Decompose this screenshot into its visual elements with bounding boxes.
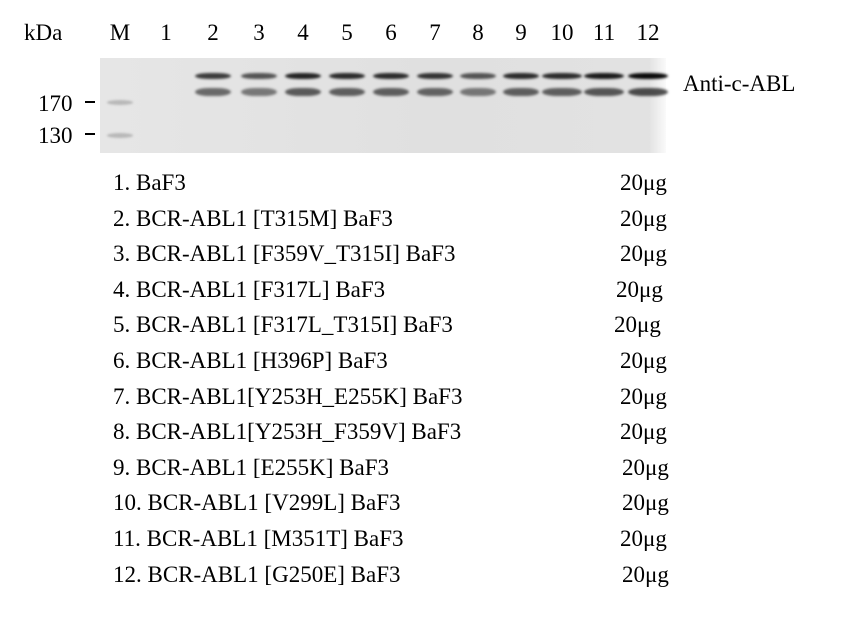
protein-band — [503, 88, 539, 96]
kda-label: kDa — [24, 20, 63, 45]
lane-label: 7 — [429, 20, 441, 45]
protein-band — [542, 88, 582, 96]
sample-amount: 20μg — [622, 490, 669, 516]
sample-amount: 20μg — [616, 276, 663, 302]
sample-amount: 20μg — [620, 383, 667, 409]
lane-label: 2 — [207, 20, 219, 45]
protein-band — [417, 73, 453, 79]
marker-170-label: 170 — [38, 91, 73, 116]
protein-band — [460, 73, 496, 79]
protein-band — [285, 73, 321, 79]
marker-band — [107, 133, 133, 138]
protein-band — [373, 73, 409, 79]
marker-130-tick — [85, 133, 95, 135]
lane-label: 9 — [515, 20, 527, 45]
sample-amount: 20μg — [620, 170, 667, 195]
sample-name: 11. BCR-ABL1 [M351T] BaF3 — [113, 526, 404, 551]
protein-band — [542, 73, 582, 79]
sample-amount: 20μg — [614, 312, 661, 338]
sample-name: 6. BCR-ABL1 [H396P] BaF3 — [113, 348, 388, 373]
protein-band — [329, 73, 365, 79]
marker-band — [107, 100, 133, 105]
sample-name: 4. BCR-ABL1 [F317L] BaF3 — [113, 276, 386, 302]
lane-label: M — [109, 20, 131, 45]
lane-label: 3 — [253, 20, 265, 45]
sample-name: 2. BCR-ABL1 [T315M] BaF3 — [113, 205, 393, 231]
antibody-label: Anti-c-ABL — [683, 71, 796, 96]
lane-label: 12 — [636, 20, 660, 45]
lane-label: 10 — [550, 20, 574, 45]
protein-band — [285, 88, 321, 96]
protein-band — [195, 88, 231, 96]
blot-image — [100, 58, 668, 153]
lane-label: 11 — [592, 20, 616, 45]
sample-name: 8. BCR-ABL1[Y253H_F359V] BaF3 — [113, 419, 462, 445]
protein-band — [241, 73, 277, 79]
protein-band — [241, 88, 277, 96]
lane-label: 5 — [341, 20, 353, 45]
marker-170-tick — [85, 101, 95, 103]
sample-name: 5. BCR-ABL1 [F317L_T315I] BaF3 — [113, 312, 453, 338]
protein-band — [417, 88, 453, 96]
protein-band — [628, 88, 668, 96]
sample-name: 12. BCR-ABL1 [G250E] BaF3 — [113, 561, 401, 587]
sample-amount: 20μg — [622, 561, 669, 587]
sample-amount: 20μg — [620, 348, 667, 373]
sample-amount: 20μg — [622, 454, 669, 480]
sample-amount: 20μg — [620, 205, 667, 231]
lane-label: 1 — [160, 20, 172, 45]
protein-band — [195, 73, 231, 79]
lane-label: 8 — [472, 20, 484, 45]
sample-amount: 20μg — [620, 526, 667, 551]
protein-band — [329, 88, 365, 96]
marker-130-label: 130 — [38, 123, 73, 148]
protein-band — [628, 73, 668, 79]
sample-name: 10. BCR-ABL1 [V299L] BaF3 — [113, 490, 401, 516]
protein-band — [460, 88, 496, 96]
protein-band — [503, 73, 539, 79]
sample-name: 7. BCR-ABL1[Y253H_E255K] BaF3 — [113, 383, 463, 409]
sample-name: 1. BaF3 — [113, 170, 186, 195]
lane-label: 4 — [297, 20, 309, 45]
sample-name: 9. BCR-ABL1 [E255K] BaF3 — [113, 454, 389, 480]
sample-name: 3. BCR-ABL1 [F359V_T315I] BaF3 — [113, 241, 456, 267]
protein-band — [584, 88, 624, 96]
protein-band — [373, 88, 409, 96]
sample-amount: 20μg — [620, 419, 667, 445]
protein-band — [584, 73, 624, 79]
sample-amount: 20μg — [620, 241, 667, 267]
lane-label: 6 — [385, 20, 397, 45]
